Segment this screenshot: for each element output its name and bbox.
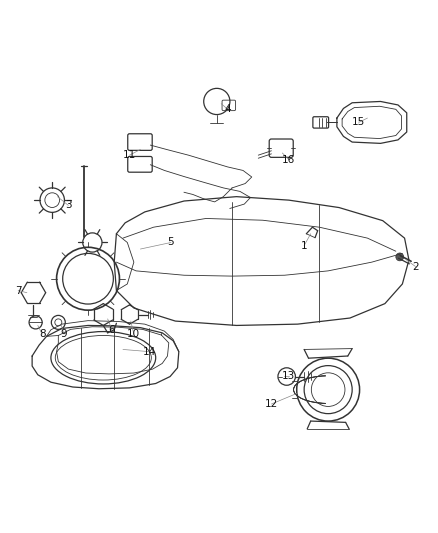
Text: 4: 4 [224,104,231,114]
Text: 15: 15 [352,117,365,127]
Text: 13: 13 [282,370,296,381]
Text: 1: 1 [301,240,307,251]
Text: 9: 9 [61,329,67,339]
Text: 6: 6 [109,325,115,335]
Text: 8: 8 [39,329,46,339]
Text: 5: 5 [168,238,174,247]
Text: 3: 3 [65,200,72,211]
Circle shape [396,253,404,261]
Text: 14: 14 [142,346,156,357]
Text: 11: 11 [123,150,136,160]
Text: 10: 10 [127,329,141,339]
Text: 16: 16 [282,155,296,165]
Text: 7: 7 [15,286,21,295]
Text: 12: 12 [265,399,278,409]
Text: 2: 2 [412,262,419,271]
